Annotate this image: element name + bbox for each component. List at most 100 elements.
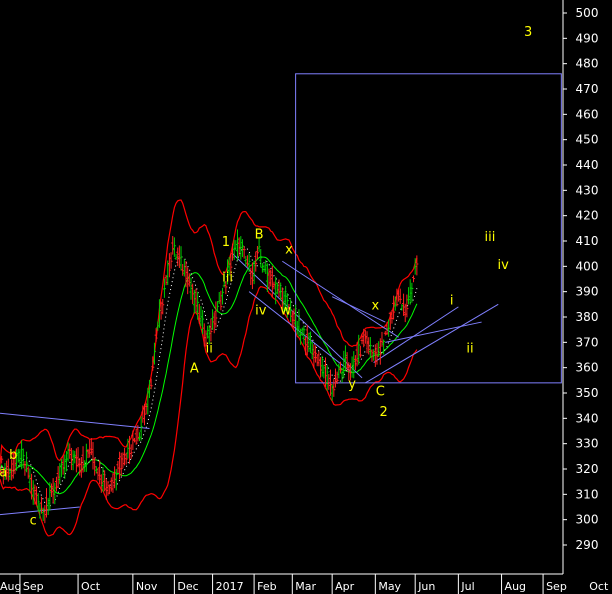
price-bar xyxy=(152,342,156,365)
trendline xyxy=(331,296,386,323)
y-tick-label: 350 xyxy=(576,386,599,400)
price-bar xyxy=(294,304,298,327)
y-tick-label: 490 xyxy=(576,31,599,45)
price-bar xyxy=(172,237,176,257)
price-bar xyxy=(382,339,386,355)
price-bar xyxy=(219,290,223,311)
price-bar xyxy=(357,334,361,365)
price-bar xyxy=(129,444,133,459)
y-tick-label: 300 xyxy=(576,513,599,527)
y-tick-label: 410 xyxy=(576,234,599,248)
wave-label: ii xyxy=(206,341,213,356)
price-bar xyxy=(119,452,123,477)
x-month-label: Aug xyxy=(505,580,526,593)
price-bar xyxy=(0,460,2,475)
bollinger-lower-line xyxy=(0,286,418,537)
price-bar xyxy=(204,330,208,347)
price-bar xyxy=(242,246,246,259)
price-bar xyxy=(201,309,205,335)
y-tick-label: 330 xyxy=(576,437,599,451)
price-bar xyxy=(161,298,165,315)
wave-label: A xyxy=(190,362,199,377)
y-tick-label: 450 xyxy=(576,133,599,147)
price-bar xyxy=(405,294,409,318)
wave-label: w xyxy=(280,303,291,318)
price-bar xyxy=(114,469,118,491)
price-bar xyxy=(196,291,200,320)
price-bar xyxy=(36,493,40,512)
x-month-label: Oct xyxy=(81,580,101,593)
x-month-label: Oct xyxy=(589,580,609,593)
price-bar xyxy=(154,328,158,342)
x-month-label: Mar xyxy=(295,580,316,593)
x-month-label: Dec xyxy=(177,580,198,593)
x-month-label: Feb xyxy=(257,580,276,593)
price-bar xyxy=(410,282,414,303)
y-tick-label: 500 xyxy=(576,6,599,20)
target-box xyxy=(295,73,562,384)
price-bar xyxy=(224,280,228,295)
y-tick-label: 360 xyxy=(576,361,599,375)
trendline xyxy=(385,321,482,343)
trendline xyxy=(0,412,150,429)
price-bar xyxy=(325,365,329,391)
price-bar xyxy=(378,338,382,365)
x-month-label: May xyxy=(378,580,401,593)
wave-label: a xyxy=(0,466,7,481)
x-axis: Aug Sep Oct Nov Dec 2017 Feb Mar Apr May Jun Jul Aug… xyxy=(0,573,609,594)
trendline xyxy=(282,260,399,338)
price-bar xyxy=(139,416,143,441)
price-bar xyxy=(162,278,166,298)
price-bar xyxy=(169,252,173,269)
price-bar xyxy=(214,301,218,328)
bollinger-upper-line xyxy=(0,199,418,464)
x-month-label: Sep xyxy=(23,580,44,593)
y-tick-label: 400 xyxy=(576,259,599,273)
price-bar xyxy=(412,275,416,283)
wave-label: b xyxy=(9,448,17,463)
y-tick-label: 430 xyxy=(576,183,599,197)
y-tick-label: 470 xyxy=(576,82,599,96)
price-bar xyxy=(229,253,233,276)
y-tick-label: 460 xyxy=(576,107,599,121)
x-month-label: Aug xyxy=(0,580,21,593)
price-bar xyxy=(358,345,362,358)
y-tick-label: 370 xyxy=(576,335,599,349)
price-bar xyxy=(415,255,419,276)
price-bar xyxy=(124,452,128,465)
price-bar xyxy=(362,328,366,348)
wave-label: C xyxy=(376,385,385,400)
price-bar xyxy=(151,356,155,371)
price-bar xyxy=(314,345,318,363)
price-bar xyxy=(255,245,259,259)
x-month-label: Apr xyxy=(335,580,355,593)
moving-average-line xyxy=(0,256,418,495)
wave-label: 2 xyxy=(379,405,387,420)
y-tick-label: 390 xyxy=(576,285,599,299)
price-bar xyxy=(209,318,213,342)
price-bar xyxy=(297,309,301,338)
price-bar xyxy=(332,379,336,397)
x-month-label: Jul xyxy=(460,580,474,593)
y-tick-label: 440 xyxy=(576,158,599,172)
price-bar xyxy=(216,301,220,313)
wave-label: B xyxy=(255,227,264,242)
price-bar xyxy=(167,253,171,278)
trendline xyxy=(373,306,459,364)
x-month-label: Sep xyxy=(546,580,567,593)
price-bar xyxy=(21,448,25,469)
y-tick-label: 380 xyxy=(576,310,599,324)
price-bar xyxy=(259,248,263,268)
y-axis: 290 300 310 320 330 340 350 360 370 380 390 400 410 4… xyxy=(562,0,599,574)
wave-label: iv xyxy=(255,303,267,318)
wave-label: iv xyxy=(498,258,510,273)
price-bar xyxy=(254,251,258,272)
price-bar xyxy=(398,288,402,304)
wave-label: 3 xyxy=(524,25,532,40)
price-bar xyxy=(302,325,306,345)
price-bar xyxy=(338,361,342,374)
price-bar xyxy=(285,293,289,318)
x-month-label: Nov xyxy=(136,580,158,593)
wave-label: iii xyxy=(485,230,496,245)
